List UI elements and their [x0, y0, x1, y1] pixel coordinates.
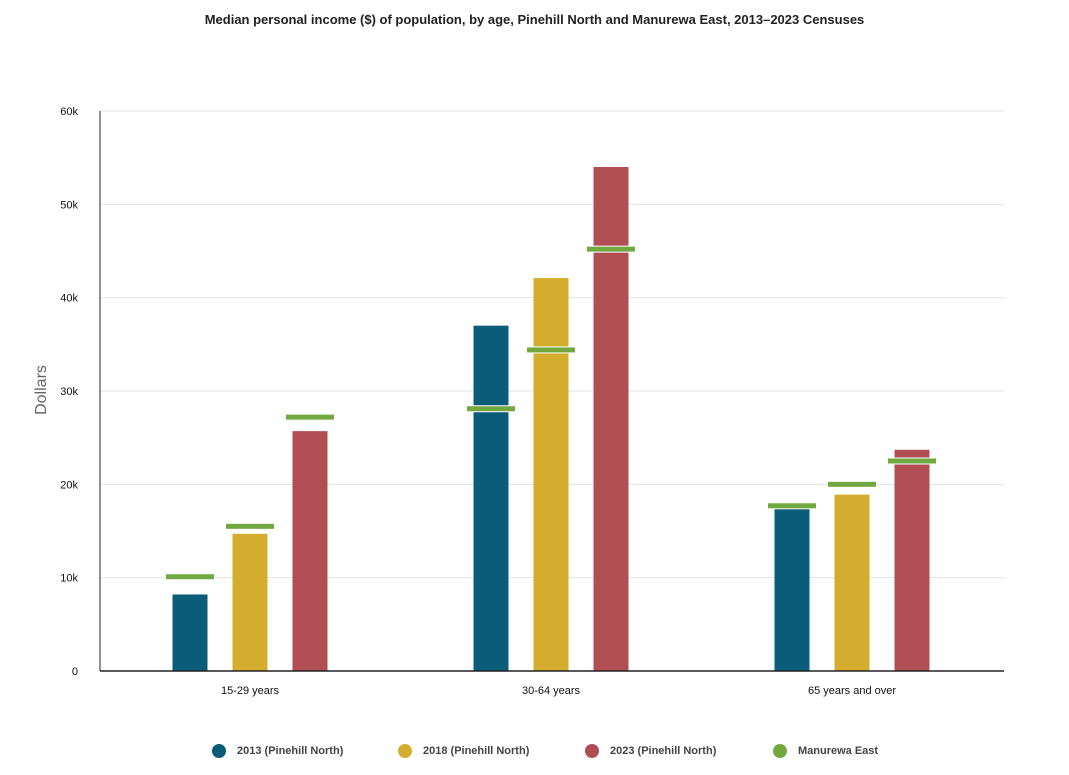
legend-label: Manurewa East: [798, 745, 879, 757]
manurewa-east-marker[interactable]: [467, 406, 515, 412]
legend-label: 2023 (Pinehill North): [610, 745, 717, 757]
y-axis-title: Dollars: [33, 365, 50, 415]
legend-label: 2013 (Pinehill North): [237, 745, 344, 757]
y-tick-label: 60k: [60, 106, 78, 118]
legend-marker-icon: [212, 744, 226, 758]
y-tick-label: 0: [72, 666, 78, 678]
manurewa-east-marker[interactable]: [587, 246, 635, 252]
axis-labels: 0 10k 20k 30k 40k 50k 60k 15-29 years 30-64 year…: [60, 106, 896, 697]
bar[interactable]: [834, 494, 870, 671]
bar[interactable]: [894, 449, 930, 671]
manurewa-east-marker[interactable]: [166, 574, 214, 580]
chart-plot: 0 10k 20k 30k 40k 50k 60k 15-29 years 30-64 year…: [33, 106, 1004, 697]
axes: [99, 111, 1004, 672]
bar[interactable]: [593, 167, 629, 671]
x-tick-label: 65 years and over: [808, 685, 896, 697]
x-tick-label: 30-64 years: [522, 685, 581, 697]
legend-marker-icon: [398, 744, 412, 758]
markers: [165, 245, 937, 581]
y-tick-label: 20k: [60, 479, 78, 491]
bar[interactable]: [232, 533, 268, 671]
y-tick-label: 40k: [60, 293, 78, 305]
y-tick-label: 50k: [60, 199, 78, 211]
legend-item[interactable]: Manurewa East: [773, 744, 878, 758]
y-tick-label: 30k: [60, 386, 78, 398]
legend-item[interactable]: 2018 (Pinehill North): [398, 744, 529, 758]
manurewa-east-marker[interactable]: [888, 458, 936, 464]
manurewa-east-marker[interactable]: [226, 523, 274, 529]
y-tick-label: 10k: [60, 573, 78, 585]
bar[interactable]: [533, 278, 569, 671]
bar[interactable]: [473, 325, 509, 671]
bar[interactable]: [292, 431, 328, 671]
legend-label: 2018 (Pinehill North): [423, 745, 530, 757]
bar[interactable]: [774, 508, 810, 671]
bar[interactable]: [172, 594, 208, 671]
manurewa-east-marker[interactable]: [286, 414, 334, 420]
x-tick-label: 15-29 years: [221, 685, 280, 697]
chart-title: Median personal income ($) of population…: [204, 12, 865, 27]
legend: 2013 (Pinehill North) 2018 (Pinehill Nort…: [0, 744, 1069, 764]
legend-marker-icon: [585, 744, 599, 758]
legend-marker-icon: [773, 744, 787, 758]
legend-item[interactable]: 2023 (Pinehill North): [585, 744, 716, 758]
legend-item[interactable]: 2013 (Pinehill North): [212, 744, 343, 758]
manurewa-east-marker[interactable]: [527, 347, 575, 353]
manurewa-east-marker[interactable]: [768, 503, 816, 509]
manurewa-east-marker[interactable]: [828, 481, 876, 487]
